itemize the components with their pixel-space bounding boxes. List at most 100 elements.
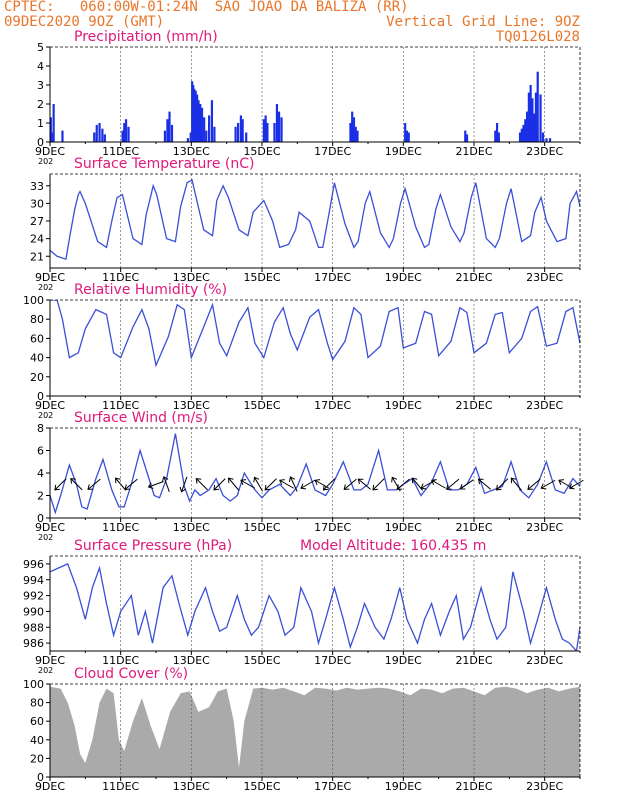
panel-title: Relative Humidity (%) [74, 282, 227, 298]
wind-arrow [431, 479, 446, 489]
panel-temperature: Surface Temperature (nC) 21 24 27 30 33 9DEC 11… [30, 156, 581, 292]
x-tick-label: 11DEC [102, 271, 139, 284]
x-tick-label: 11DEC [102, 521, 139, 534]
precip-bar [405, 130, 409, 142]
wind-arrow [446, 478, 460, 490]
y-tick-label: 4 [37, 60, 44, 73]
wind-arrow [213, 478, 226, 491]
y-tick-label: 60 [30, 715, 44, 728]
precip-bar [273, 123, 276, 142]
x-tick-label: 11DEC [102, 399, 139, 412]
precip-bar [208, 115, 211, 142]
x-tick-label: 9DEC [35, 654, 65, 667]
precip-bar [262, 119, 265, 142]
precip-bar [354, 126, 357, 142]
x-tick-label: 17DEC [314, 780, 351, 793]
x-tick-label: 13DEC [173, 271, 210, 284]
precip-bar [266, 123, 269, 142]
wind-arrow [179, 476, 188, 493]
y-tick-label: 3 [37, 79, 44, 92]
x-tick-label: 15DEC [243, 399, 280, 412]
header-line3-right: TQ0126L028 [495, 29, 580, 45]
x-tick-label: 11DEC [102, 654, 139, 667]
y-tick-label: 40 [30, 734, 44, 747]
x-tick-label: 15DEC [243, 271, 280, 284]
wind-arrow [300, 479, 316, 490]
precip-bar [541, 132, 545, 142]
precip-bar [51, 132, 54, 142]
x-tick-label: 19DEC [385, 780, 422, 793]
y-tick-label: 2 [37, 98, 44, 111]
x-tick-label: 15DEC [243, 521, 280, 534]
wind-arrow [372, 478, 385, 491]
precip-bar [52, 104, 55, 142]
wind-arrow [568, 479, 584, 490]
panel-precipitation: Precipitation (mm/h) 0 1 2 3 4 5 9DEC 11DEC 13DEC… [35, 29, 581, 166]
x-tick-label: 19DEC [385, 399, 422, 412]
series-line [50, 433, 580, 515]
panel-cloud: Cloud Cover (%) 0 20 40 60 80 100 9DEC 11DEC 13DE… [23, 666, 581, 793]
precip-bar [168, 111, 171, 142]
x-tick-label: 11DEC [102, 145, 139, 158]
panel-title: Precipitation (mm/h) [74, 29, 218, 45]
year-label: 202 [38, 533, 53, 542]
y-tick-label: 40 [30, 352, 44, 365]
precip-bar [124, 119, 128, 142]
panel-title: Surface Pressure (hPa) [74, 538, 232, 554]
panel-title: Surface Wind (m/s) [74, 410, 208, 426]
wind-arrow [527, 478, 541, 490]
wind-arrow [357, 478, 371, 490]
x-tick-label: 21DEC [455, 271, 492, 284]
precip-bar [170, 124, 174, 142]
precip-bar [534, 92, 538, 142]
x-tick-label: 9DEC [35, 271, 65, 284]
y-tick-label: 33 [30, 180, 44, 193]
precip-bar [531, 98, 534, 142]
precip-bar [522, 124, 525, 142]
y-tick-label: 100 [23, 678, 44, 691]
x-tick-label: 15DEC [243, 654, 280, 667]
precip-bar [494, 130, 497, 142]
precip-bar [203, 117, 206, 142]
series-line [50, 300, 580, 368]
x-tick-label: 19DEC [385, 271, 422, 284]
model-altitude-label: Model Altitude: 160.435 m [300, 538, 486, 554]
series-line [50, 563, 580, 651]
x-tick-label: 23DEC [526, 780, 563, 793]
y-tick-label: 100 [23, 294, 44, 307]
panel-humidity: Relative Humidity (%) 0 20 40 60 80 100 9DEC 11D… [23, 282, 581, 420]
x-tick-label: 21DEC [455, 780, 492, 793]
x-tick-label: 19DEC [385, 521, 422, 534]
y-tick-label: 0 [37, 512, 44, 525]
precip-bar [275, 104, 279, 142]
panel-wind: Surface Wind (m/s) 0 2 4 6 8 9DEC 11DEC 13DEC 15D… [35, 410, 584, 542]
year-label: 202 [38, 411, 53, 420]
precip-bar [545, 138, 548, 142]
y-tick-label: 1 [37, 117, 44, 130]
y-tick-label: 5 [37, 41, 44, 54]
precip-bar [205, 130, 208, 142]
precip-bar [234, 126, 237, 142]
precip-bar [518, 132, 522, 142]
wind-arrow [228, 477, 240, 491]
y-tick-label: 992 [23, 590, 44, 603]
precip-bar [352, 117, 356, 142]
x-tick-label: 15DEC [243, 145, 280, 158]
x-tick-label: 17DEC [314, 145, 351, 158]
precip-bar [536, 71, 539, 142]
y-tick-label: 0 [37, 390, 44, 403]
wind-arrow [477, 478, 492, 490]
precip-bar [236, 123, 240, 142]
precip-bar [98, 123, 101, 142]
precip-bar [280, 117, 283, 142]
wind-arrow [420, 479, 436, 490]
panel-frame [49, 173, 581, 269]
x-tick-label: 17DEC [314, 654, 351, 667]
x-tick-label: 13DEC [173, 780, 210, 793]
x-tick-label: 15DEC [243, 780, 280, 793]
panel-title: Cloud Cover (%) [74, 666, 188, 682]
precip-bar [497, 132, 500, 142]
x-tick-label: 9DEC [35, 521, 65, 534]
precip-bar [495, 123, 499, 142]
header-line2-right: Vertical Grid Line: 9OZ [386, 14, 580, 30]
